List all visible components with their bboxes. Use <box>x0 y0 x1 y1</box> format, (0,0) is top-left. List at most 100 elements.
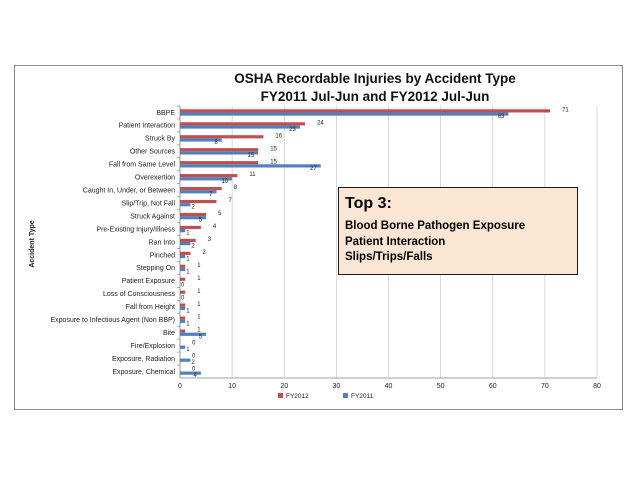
bar-fy2012 <box>180 225 201 230</box>
data-label-fy2012: 71 <box>562 107 569 113</box>
data-label-fy2011: 1 <box>186 347 190 353</box>
bar-fy2011 <box>180 112 509 116</box>
bar-fy2012 <box>180 148 259 152</box>
category-label: Fire/Explosion <box>131 343 175 350</box>
data-label-fy2012: 8 <box>234 185 238 191</box>
x-tick-label: 0 <box>178 383 182 390</box>
data-label-fy2012: 2 <box>202 250 206 256</box>
data-label-fy2011: 2 <box>191 205 195 211</box>
bar-fy2011 <box>180 332 207 336</box>
category-label: Slip/Trip, Not Fall <box>122 200 176 207</box>
bars-layer <box>180 109 551 375</box>
data-label-fy2011: 2 <box>191 244 195 250</box>
x-tick-label: 10 <box>228 383 236 390</box>
x-tick-label: 60 <box>489 383 497 390</box>
category-label: Patient Interaction <box>119 123 176 130</box>
callout-line-patient-interaction: Patient Interaction <box>345 235 446 248</box>
bar-fy2012 <box>180 277 186 281</box>
data-label-fy2011: 5 <box>199 334 203 340</box>
legend-swatch-fy2011 <box>343 393 348 398</box>
category-label: Pre-Existing Injury/Illness <box>96 226 175 233</box>
bar-fy2012 <box>180 135 264 139</box>
bar-fy2012 <box>180 329 186 333</box>
bar-fy2011 <box>180 177 233 181</box>
category-label: Other Sources <box>130 149 176 156</box>
data-label-fy2012: 1 <box>197 328 201 334</box>
category-label: Exposure, Radiation <box>112 356 175 363</box>
data-label-fy2012: 0 <box>192 367 196 373</box>
data-label-fy2011: 2 <box>191 360 195 366</box>
data-label-fy2011: 7 <box>209 192 213 198</box>
data-label-fy2011: 8 <box>214 140 218 146</box>
data-label-fy2012: 4 <box>213 224 217 230</box>
bar-fy2011 <box>180 242 191 246</box>
bar-fy2011 <box>180 358 191 362</box>
bar-fy2011 <box>180 216 207 220</box>
bar-fy2012 <box>180 251 191 255</box>
data-label-fy2012: 1 <box>197 289 201 295</box>
bar-fy2012 <box>180 316 186 320</box>
category-label: Overexertion <box>135 175 175 182</box>
legend-label-fy2011: FY2011 <box>351 393 374 400</box>
bar-fy2011 <box>180 319 186 323</box>
bar-fy2011 <box>180 164 321 168</box>
top-three-callout: Top 3: Blood Borne Pathogen Exposure Pat… <box>338 187 578 275</box>
x-tick-label: 20 <box>280 383 288 390</box>
callout-line-slips-trips-falls: Slips/Trips/Falls <box>345 251 433 263</box>
category-label: Ran Into <box>149 239 176 246</box>
category-label: Bite <box>163 330 175 337</box>
data-label-fy2011: 1 <box>186 308 190 314</box>
chart-title: OSHA Recordable Injuries by Accident Typ… <box>234 71 516 86</box>
data-label-fy2011: 5 <box>199 218 203 224</box>
data-label-fy2011: 23 <box>289 127 296 133</box>
bar-fy2012 <box>180 212 207 217</box>
bar-fy2012 <box>180 238 196 242</box>
category-label: Stepping On <box>136 265 175 272</box>
data-label-fy2011: 1 <box>186 257 190 263</box>
category-label: Struck By <box>145 136 175 143</box>
bar-fy2011 <box>180 229 186 233</box>
x-tick-label: 40 <box>385 383 393 390</box>
data-label-fy2012: 5 <box>218 211 222 217</box>
callout-line-bbpe: Blood Borne Pathogen Exposure <box>345 220 526 232</box>
category-label: Fall from Height <box>126 304 175 311</box>
data-label-fy2012: 7 <box>228 198 232 204</box>
chart-subtitle: FY2011 Jul-Jun and FY2012 Jul-Jun <box>261 89 490 104</box>
category-label: Pinched <box>150 252 175 259</box>
bar-fy2012 <box>180 122 306 126</box>
data-label-fy2012: 15 <box>270 146 277 152</box>
data-label-fy2011: 1 <box>186 321 190 327</box>
bar-fy2011 <box>180 267 186 272</box>
data-label-fy2011: 10 <box>221 179 228 185</box>
data-label-fy2012: 24 <box>317 120 324 126</box>
data-label-fy2011: 63 <box>498 114 505 120</box>
bar-fy2012 <box>180 199 217 204</box>
data-label-fy2012: 1 <box>197 263 201 269</box>
data-label-fy2011: 0 <box>181 282 185 288</box>
data-label-fy2012: 0 <box>192 354 196 360</box>
bar-fy2011 <box>180 125 300 129</box>
data-label-fy2011: 1 <box>186 231 190 237</box>
data-label-fy2012: 1 <box>197 315 201 321</box>
legend-label-fy2012: FY2012 <box>286 393 309 400</box>
data-label-fy2012: 15 <box>270 159 277 165</box>
data-label-fy2012: 11 <box>249 172 256 178</box>
bar-fy2011 <box>180 254 186 259</box>
category-label: Fall from Same Level <box>109 162 176 169</box>
category-label: Struck Against <box>130 213 175 220</box>
category-label: Exposure, Chemical <box>112 369 175 376</box>
category-label: Caught In, Under, or Between <box>83 187 175 194</box>
data-label-fy2012: 1 <box>197 276 201 282</box>
x-tick-label: 80 <box>593 383 601 390</box>
data-label-fy2011: 1 <box>186 270 190 276</box>
bar-fy2012 <box>180 109 551 113</box>
data-label-fy2011: 4 <box>194 373 198 379</box>
bar-fy2012 <box>180 174 238 178</box>
bar-fy2012 <box>180 303 186 307</box>
data-label-fy2011: 0 <box>181 295 185 301</box>
y-axis-label: Accident Type <box>29 220 36 267</box>
category-label: BBPE <box>156 110 175 117</box>
data-label-fy2011: 27 <box>310 166 317 172</box>
category-label: Loss of Consciousness <box>103 291 175 298</box>
